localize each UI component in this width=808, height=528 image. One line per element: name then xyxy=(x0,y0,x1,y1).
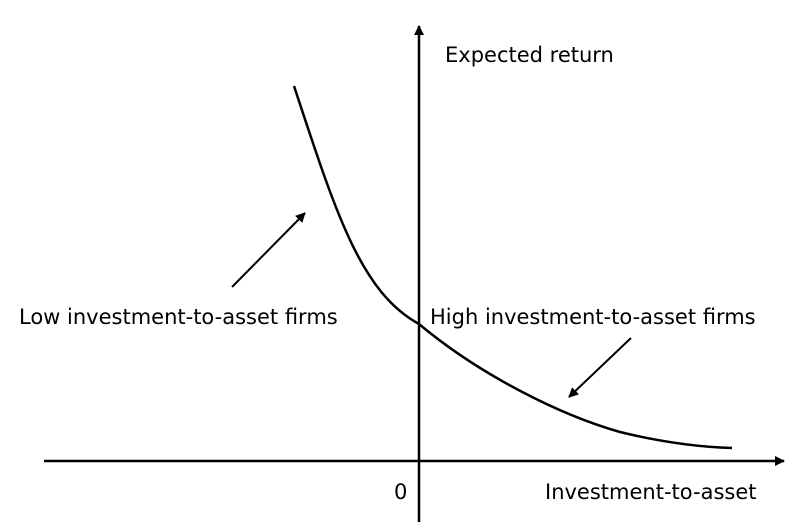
origin-label: 0 xyxy=(394,480,407,504)
high-investment-label: High investment-to-asset firms xyxy=(430,305,756,329)
y-axis-label: Expected return xyxy=(445,43,614,67)
low-investment-arrow xyxy=(231,212,306,288)
low-investment-label: Low investment-to-asset firms xyxy=(19,305,338,329)
x-axis-label: Investment-to-asset xyxy=(545,480,756,504)
high-investment-arrow xyxy=(568,337,632,398)
expected-return-curve xyxy=(292,85,733,450)
